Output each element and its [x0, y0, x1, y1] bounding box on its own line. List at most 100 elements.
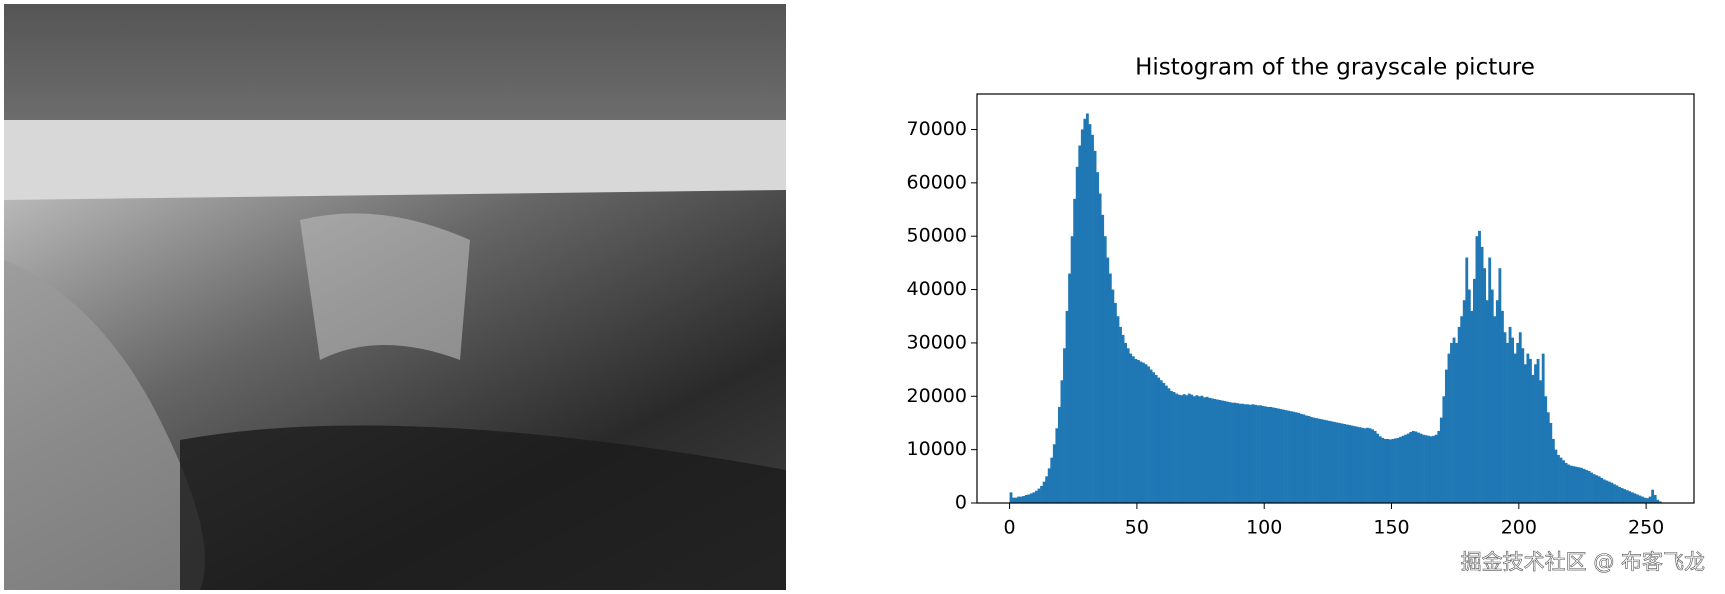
bar: [1299, 413, 1303, 503]
bar: [1012, 497, 1015, 503]
bar: [1429, 436, 1433, 503]
bar: [1526, 353, 1530, 503]
bar: [1465, 257, 1469, 503]
bar: [1320, 419, 1324, 503]
bar: [1121, 334, 1125, 503]
bar: [1024, 494, 1028, 503]
bar: [1152, 372, 1156, 503]
bar: [1144, 364, 1148, 503]
bar: [1353, 426, 1357, 503]
bar: [1198, 396, 1201, 503]
bar: [1060, 380, 1064, 503]
bar: [1241, 403, 1245, 503]
bar: [1401, 435, 1405, 503]
bar: [1167, 388, 1171, 503]
bar: [1447, 353, 1451, 503]
bar: [1582, 468, 1586, 503]
bar: [1628, 491, 1632, 503]
bar: [1172, 392, 1176, 503]
bar: [1366, 427, 1369, 503]
bar: [1424, 435, 1428, 503]
bar: [1411, 430, 1415, 503]
bar: [1251, 404, 1255, 503]
bar: [1460, 316, 1464, 503]
bar: [1534, 364, 1537, 503]
bar: [1376, 433, 1380, 503]
bar: [1035, 490, 1038, 503]
bar: [1236, 403, 1240, 503]
bar: [1653, 494, 1657, 503]
bar: [1371, 429, 1374, 503]
bar: [1503, 332, 1507, 503]
bar: [1307, 416, 1311, 503]
bar: [1294, 412, 1298, 503]
bar: [1063, 348, 1066, 503]
bar: [1259, 405, 1262, 503]
bar: [1162, 382, 1166, 503]
bar: [1363, 428, 1367, 503]
bar: [1047, 468, 1051, 503]
bar: [1312, 417, 1316, 503]
bar: [1101, 214, 1105, 503]
bar: [1210, 398, 1214, 503]
bar: [1562, 460, 1565, 503]
bar: [1103, 236, 1107, 503]
bar: [1310, 417, 1313, 503]
bar: [1452, 337, 1456, 503]
bar: [1633, 493, 1637, 503]
bar: [1068, 273, 1071, 503]
bar: [1388, 439, 1392, 503]
bar: [1256, 405, 1260, 503]
bar: [1457, 326, 1461, 503]
bar: [1098, 193, 1102, 504]
bar: [1651, 489, 1655, 503]
bar: [1638, 495, 1642, 503]
bar: [1055, 428, 1059, 503]
bar: [1572, 466, 1576, 503]
bar: [1205, 396, 1209, 503]
bar: [1335, 422, 1339, 503]
bar: [1218, 400, 1222, 503]
bar: [1147, 366, 1150, 503]
bar: [1271, 407, 1275, 503]
bar: [1330, 421, 1334, 503]
bar: [1554, 449, 1558, 503]
bar: [1050, 457, 1054, 503]
bar: [1113, 302, 1117, 503]
x-tick-label: 200: [1501, 517, 1537, 539]
bar: [1434, 434, 1438, 503]
bar: [1190, 394, 1194, 503]
bar: [1618, 486, 1621, 503]
bar: [1620, 488, 1624, 503]
bar: [1590, 472, 1593, 503]
bar: [1327, 420, 1331, 503]
bar: [1602, 479, 1606, 503]
bar: [1223, 401, 1227, 503]
y-tick-label: 30000: [907, 331, 967, 353]
bar: [1119, 326, 1122, 503]
bar: [1203, 397, 1206, 503]
y-tick-label: 70000: [907, 118, 967, 140]
bar: [1093, 150, 1097, 503]
bar: [1248, 404, 1252, 503]
bar: [1506, 342, 1509, 503]
bar: [1325, 420, 1329, 503]
bar: [1516, 342, 1520, 503]
bar: [1597, 476, 1601, 503]
bar: [1065, 310, 1069, 503]
bar: [1116, 316, 1120, 503]
x-tick-label: 0: [1004, 517, 1016, 539]
bar: [1549, 422, 1553, 503]
bar: [1595, 475, 1599, 503]
bar: [1478, 230, 1481, 503]
bar: [1091, 134, 1094, 504]
bar: [1493, 316, 1497, 503]
bar: [1643, 497, 1647, 503]
bar: [1032, 492, 1036, 503]
bar: [1177, 394, 1181, 503]
bar: [1292, 411, 1296, 503]
bar: [1529, 358, 1532, 503]
bar: [1200, 395, 1204, 503]
bar: [1246, 404, 1250, 503]
